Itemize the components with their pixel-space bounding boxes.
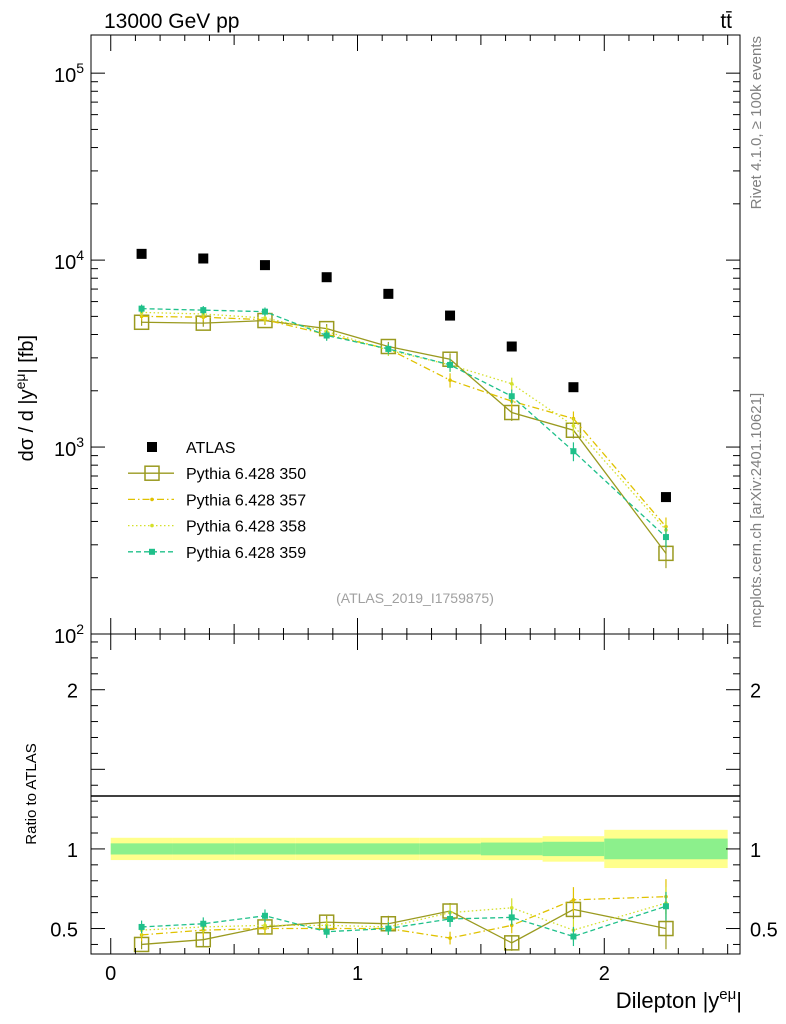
- legend-label-p358: Pythia 6.428 358: [186, 519, 306, 536]
- atlas-data-point: [198, 253, 209, 264]
- pythia-359-point: [662, 534, 669, 541]
- legend-label-atlas: ATLAS: [186, 440, 236, 457]
- ratio-frame: [90, 633, 741, 955]
- ratio-panel: 0.5 0.5 1 1 2 2 0 1 2 Ratio to ATLAS Dilepton |…: [23, 633, 778, 1013]
- y-tick-label: 102: [54, 621, 84, 648]
- atlas-data-point: [506, 341, 517, 352]
- pythia-359-point: [138, 305, 145, 312]
- main-p358-line: [141, 311, 667, 531]
- ratio-band-inner: [234, 843, 296, 855]
- pythia-358-point: [509, 381, 514, 386]
- x-tick-label: 1: [352, 963, 363, 985]
- main-y-axis: 102 103 104 105: [54, 60, 740, 648]
- ratio-y-tick-label-right: 1: [750, 840, 761, 862]
- rivet-version-label: Rivet 4.1.0, ≥ 100k events: [748, 36, 765, 209]
- ratio-y-tick-label-right: 0.5: [750, 920, 778, 942]
- ratio-band-inner: [419, 843, 481, 855]
- pythia-358-point: [263, 316, 267, 320]
- pythia-359-point: [323, 332, 330, 339]
- x-axis-label: Dilepton |yeμ|: [616, 986, 742, 1013]
- atlas-data-point: [383, 288, 394, 299]
- analysis-watermark: (ATLAS_2019_I1759875): [336, 590, 494, 606]
- ratio-y-tick-label-left: 1: [67, 840, 78, 862]
- x-tick-label: 2: [599, 963, 610, 985]
- pythia-350-point: [658, 920, 674, 937]
- pythia-359-point: [570, 448, 577, 455]
- ratio-y-tick-label-left: 0.5: [50, 920, 78, 942]
- main-panel: 102 103 104 105 (ATLAS_2019_I1759875) dσ / …: [12, 34, 741, 648]
- pythia-359-point: [200, 307, 207, 314]
- ratio-band-inner: [295, 843, 358, 855]
- pythia-357-point: [448, 378, 452, 382]
- pythia-350-point: [144, 465, 160, 481]
- ratio-y-tick-label-left: 2: [67, 681, 78, 703]
- pythia-358-point: [263, 923, 267, 928]
- pythia-359-point: [508, 914, 515, 921]
- ratio-p359-line: [141, 905, 667, 938]
- pythia-359-point: [200, 920, 207, 927]
- pythia-357-point: [571, 898, 576, 902]
- ratio-x-axis: 0 1 2: [105, 634, 729, 985]
- y-tick-label: 105: [54, 60, 84, 87]
- ratio-band-inner: [172, 843, 235, 855]
- legend-label-p357: Pythia 6.428 357: [186, 492, 306, 509]
- x-tick-label: 0: [105, 963, 116, 985]
- pythia-359-point: [447, 915, 454, 922]
- main-y-axis-label: dσ / d |yeμ| [fb]: [12, 335, 38, 461]
- pythia-350-point: [503, 935, 520, 951]
- ratio-band-inner: [357, 843, 420, 855]
- atlas-data-point: [568, 382, 579, 393]
- pythia-359-point: [508, 393, 515, 400]
- pythia-358-point: [150, 523, 154, 528]
- pythia-359-point: [662, 903, 669, 910]
- mcplots-label: mcplots.cern.ch [arXiv:2401.10621]: [748, 393, 765, 628]
- pythia-359-point: [149, 548, 155, 555]
- ratio-band-inner: [110, 843, 173, 855]
- atlas-data-point: [660, 492, 671, 503]
- main-x-ticks: [110, 35, 729, 634]
- legend-label-p350: Pythia 6.428 350: [186, 466, 306, 483]
- pythia-359-point: [261, 912, 268, 919]
- pythia-359-point: [385, 925, 392, 932]
- pythia-357-point: [448, 936, 452, 940]
- pythia-359-point: [385, 345, 392, 352]
- pythia-359-point: [323, 928, 330, 935]
- ratio-y-tick-label-right: 2: [750, 681, 761, 703]
- pythia-358-point: [571, 423, 576, 428]
- ratio-band-inner: [542, 841, 605, 857]
- ratio-uncertainty-band: [110, 829, 728, 869]
- y-tick-label: 104: [54, 247, 84, 274]
- process-label: tt̄: [720, 10, 732, 33]
- main-series-group: [133, 248, 674, 569]
- ratio-y-axis-label: Ratio to ATLAS: [23, 743, 40, 844]
- atlas-data-point: [321, 272, 332, 283]
- ratio-p350-line: [141, 908, 667, 946]
- legend-label-p359: Pythia 6.428 359: [186, 545, 306, 562]
- ratio-y-axis: 0.5 0.5 1 1 2 2: [50, 641, 778, 945]
- pythia-357-point: [150, 497, 154, 502]
- pythia-359-point: [138, 923, 145, 930]
- atlas-data-point: [445, 310, 456, 321]
- legend: ATLAS Pythia 6.428 350 Pythia 6.428 357 Pyt…: [128, 440, 306, 562]
- atlas-data-point: [136, 248, 147, 259]
- y-tick-label: 103: [54, 434, 84, 461]
- ratio-band-inner: [480, 842, 543, 856]
- ratio-band-inner: [604, 838, 728, 860]
- energy-label: 13000 GeV pp: [104, 10, 239, 33]
- atlas-data-point: [147, 442, 157, 452]
- pythia-358-point: [509, 906, 514, 910]
- atlas-data-point: [259, 260, 270, 271]
- pythia-359-point: [570, 933, 577, 940]
- pythia-359-point: [447, 361, 454, 368]
- pythia-359-point: [261, 308, 268, 315]
- ratio-series-group: [133, 879, 674, 953]
